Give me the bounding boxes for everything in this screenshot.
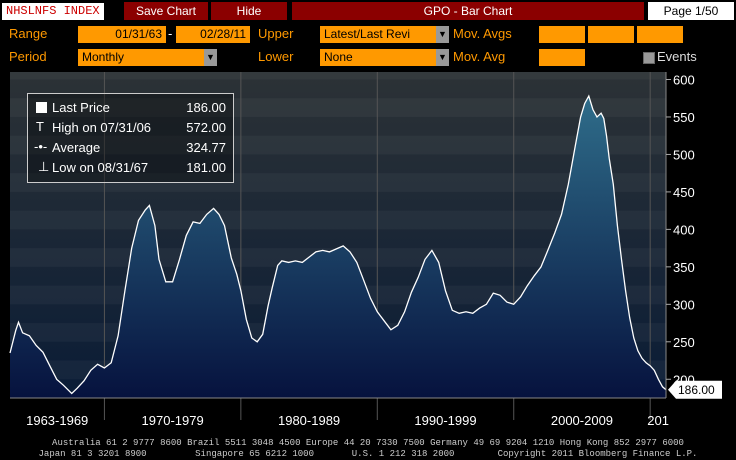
header-bar: NHSLNFS INDEX Save Chart Hide GPO - Bar …	[0, 0, 736, 22]
lower-select[interactable]: None	[320, 49, 436, 66]
y-tick-label: 450	[673, 185, 695, 200]
footer-line-1: Australia 61 2 9777 8600 Brazil 5511 304…	[52, 438, 684, 448]
x-tick-label: 2000-2009	[551, 413, 613, 428]
x-tick-label: 1990-1999	[414, 413, 476, 428]
chart-title: GPO - Bar Chart	[292, 2, 644, 20]
high-marker-icon: T	[36, 119, 44, 134]
footer-line-2: Japan 81 3 3201 8900 Singapore 65 6212 1…	[38, 449, 698, 459]
grid-band	[10, 173, 666, 192]
average-marker-icon: -•-	[34, 139, 48, 154]
legend-last-value: 186.00	[186, 100, 226, 115]
period-dropdown-icon[interactable]: ▼	[204, 49, 217, 66]
mov-avg-field-2[interactable]	[588, 26, 634, 43]
grid-band	[10, 210, 666, 230]
price-area	[10, 96, 666, 398]
legend-last-label: Last Price	[52, 100, 110, 115]
grid-band	[10, 72, 666, 80]
last-price-tag-text: 186.00	[678, 383, 715, 397]
legend-last-row: Last Price 186.00	[36, 100, 226, 118]
x-tick-label: 1970-1979	[142, 413, 204, 428]
mov-avg-field-3[interactable]	[637, 26, 683, 43]
legend-average-label: Average	[52, 140, 101, 155]
mov-avg-period-field[interactable]	[539, 49, 585, 66]
ticker-field[interactable]: NHSLNFS INDEX	[2, 3, 104, 20]
events-checkbox[interactable]	[643, 52, 655, 64]
mov-avg-field-1[interactable]	[539, 26, 585, 43]
page-indicator: Page 1/50	[648, 2, 734, 20]
y-tick-label: 300	[673, 297, 695, 312]
legend-high-label: High on 07/31/06	[52, 120, 152, 135]
mov-avg-label: Mov. Avg	[453, 49, 506, 64]
hide-button[interactable]: Hide	[211, 2, 287, 20]
legend-box: Last Price 186.00 T High on 07/31/06 572…	[27, 93, 234, 183]
range-label: Range	[9, 26, 48, 41]
y-tick-label: 400	[673, 222, 695, 237]
y-tick-label: 350	[673, 260, 695, 275]
grid-band	[10, 135, 666, 155]
lower-label: Lower	[258, 49, 294, 64]
save-chart-button[interactable]: Save Chart	[124, 2, 208, 20]
upper-label: Upper	[258, 26, 294, 41]
lower-dropdown-icon[interactable]: ▼	[436, 49, 449, 66]
y-tick-label: 250	[673, 335, 695, 350]
events-label: Events	[657, 49, 697, 64]
period-select[interactable]: Monthly	[78, 49, 204, 66]
x-tick-label: 1963-1969	[26, 413, 88, 428]
grid-band	[10, 98, 666, 117]
last-price-icon	[36, 102, 47, 113]
legend-low-value: 181.00	[186, 160, 226, 175]
range-end-field[interactable]: 02/28/11	[176, 26, 250, 43]
x-tick-label: 201	[647, 413, 669, 428]
legend-average-row: -•- Average 324.77	[34, 139, 226, 158]
price-line	[9, 94, 667, 395]
legend-high-row: T High on 07/31/06 572.00	[36, 119, 226, 138]
y-tick-label: 550	[673, 110, 695, 125]
last-price-tag: 186.00	[668, 380, 722, 399]
mov-avgs-label: Mov. Avgs	[453, 26, 512, 41]
legend-high-value: 572.00	[186, 120, 226, 135]
y-tick-label: 600	[673, 72, 695, 87]
y-tick-label: 500	[673, 147, 695, 162]
upper-select[interactable]: Latest/Last Revi	[320, 26, 436, 43]
legend-low-row: ⊥ Low on 08/31/67 181.00	[36, 159, 226, 178]
low-marker-icon: ⊥	[38, 159, 50, 174]
legend-average-value: 324.77	[186, 140, 226, 155]
period-label: Period	[9, 49, 47, 64]
range-start-field[interactable]: 01/31/63	[78, 26, 166, 43]
x-tick-label: 1980-1989	[278, 413, 340, 428]
legend-low-label: Low on 08/31/67	[52, 160, 149, 175]
upper-dropdown-icon[interactable]: ▼	[436, 26, 449, 43]
range-separator: -	[168, 26, 173, 41]
